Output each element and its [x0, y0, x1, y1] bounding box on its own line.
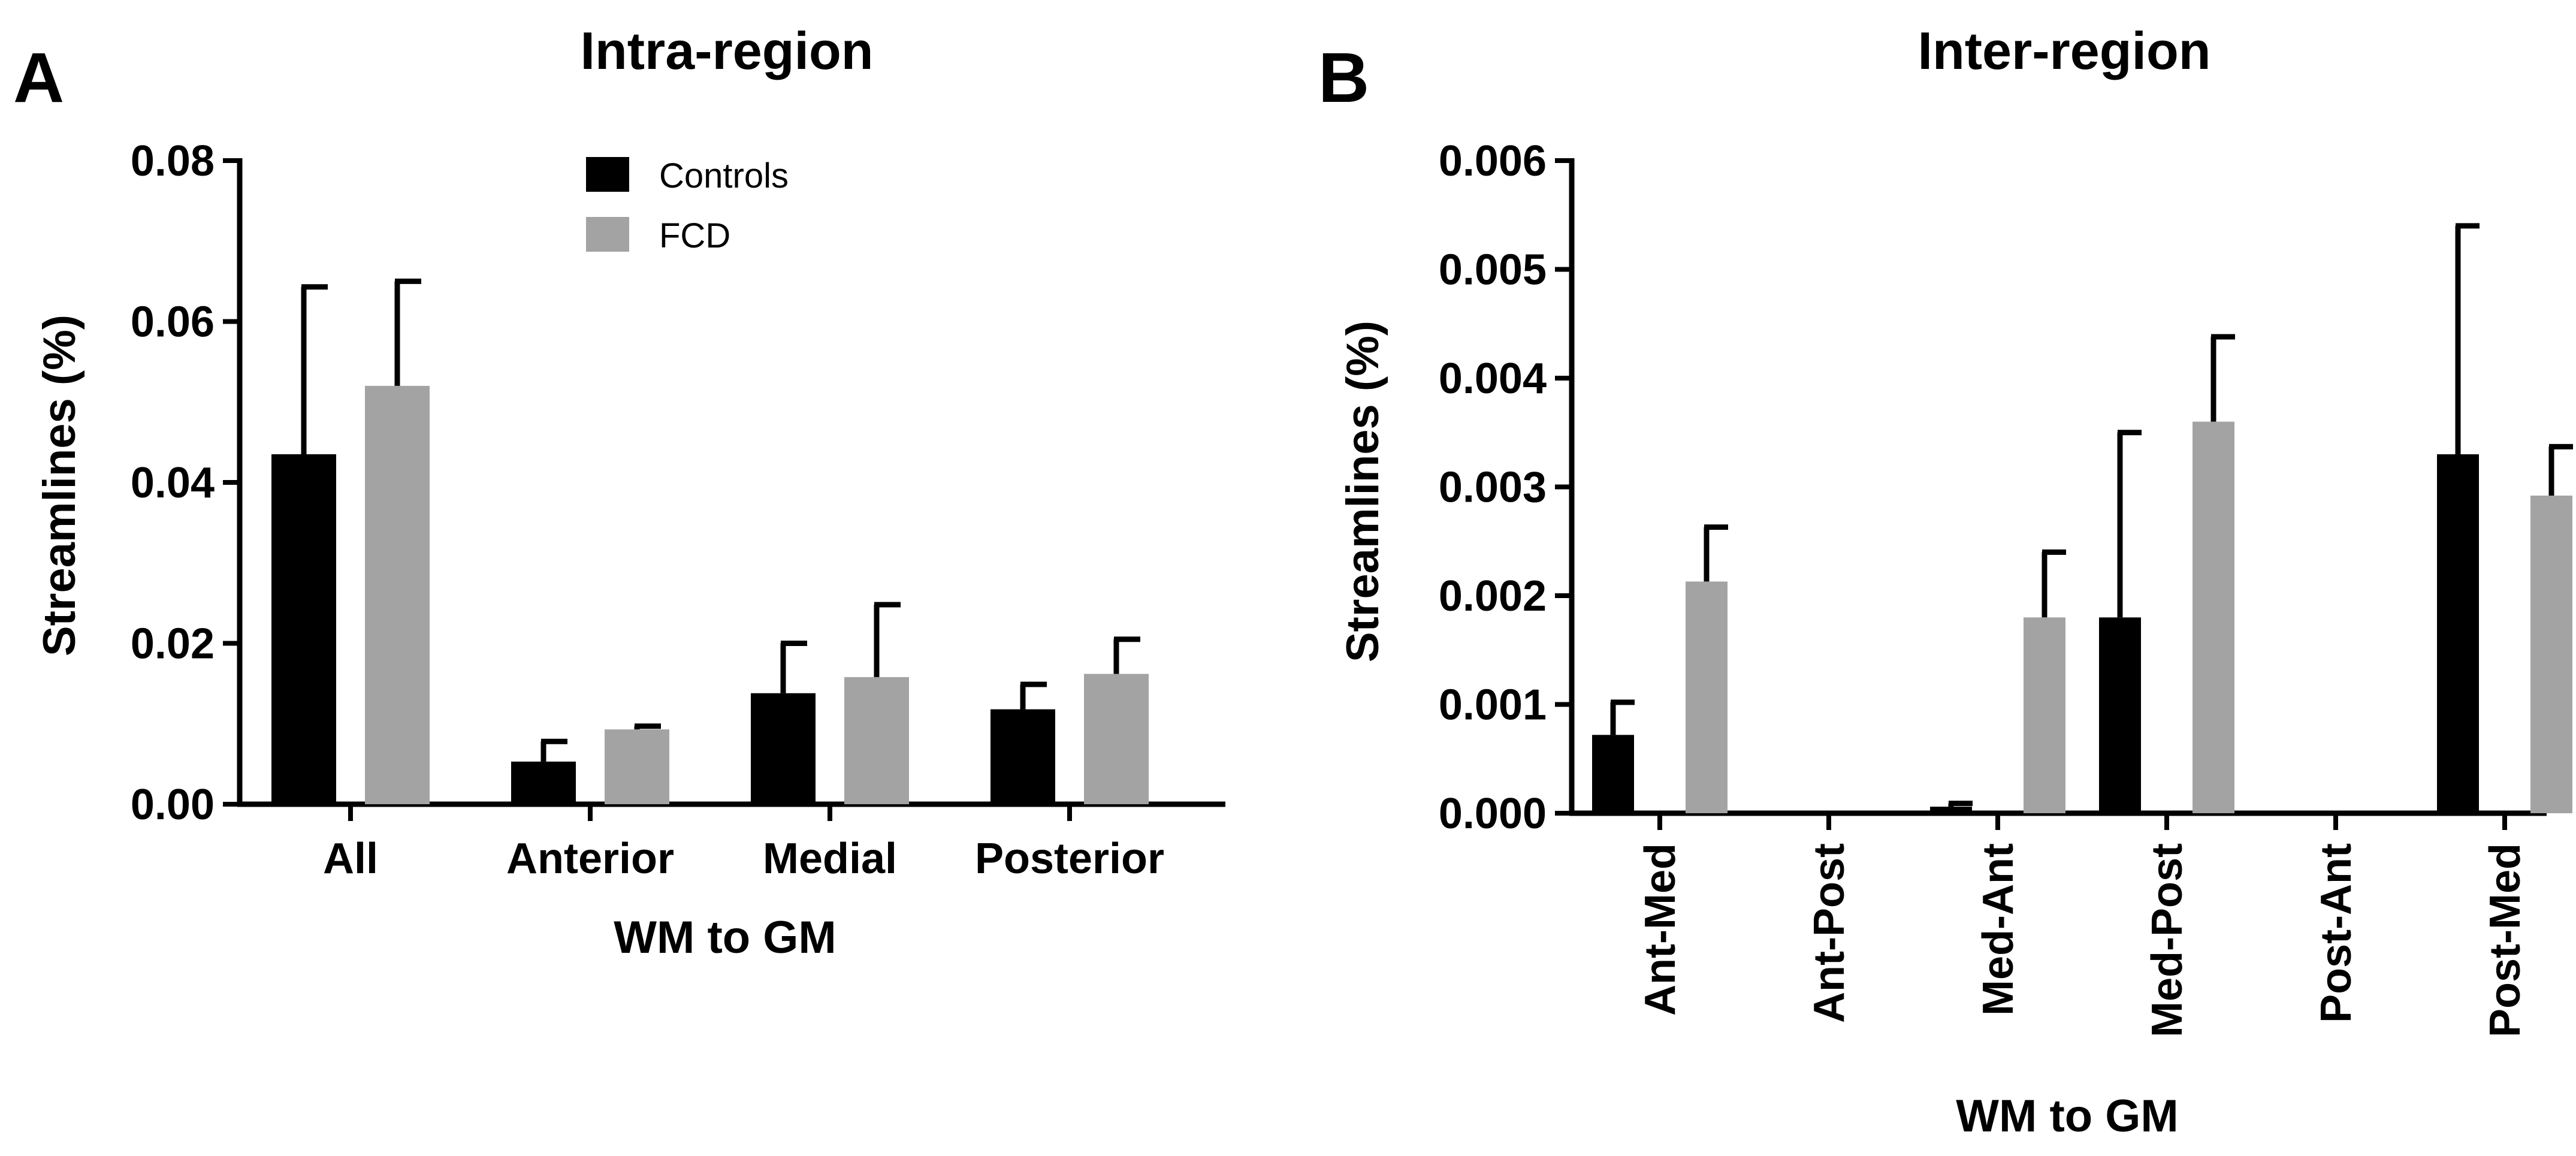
panel-b-y-tick-label: 0.000 — [1439, 790, 1547, 838]
legend-label-controls: Controls — [659, 156, 789, 195]
panel-a-bar-controls — [271, 454, 336, 804]
panel-b-x-tick-label: Med-Post — [2143, 843, 2191, 1037]
panel-a-x-tick-label: All — [323, 835, 378, 883]
legend-swatch-fcd — [586, 217, 629, 252]
panel-b-x-tick-label: Post-Ant — [2312, 843, 2360, 1023]
legend-swatch-controls — [586, 157, 629, 192]
panel-a-title: Intra-region — [581, 21, 874, 80]
panel-b-xlabel: WM to GM — [1956, 1091, 2178, 1142]
panel-a-bar-controls — [990, 709, 1055, 804]
panel-b-bar-fcd — [2530, 496, 2572, 813]
panel-b-y-tick-label: 0.002 — [1439, 572, 1547, 620]
panel-a-ylabel: Streamlines (%) — [34, 315, 85, 656]
panel-b-y-tick-label: 0.003 — [1439, 464, 1547, 512]
panel-b-bar-controls — [1592, 735, 1634, 813]
panel-a-bar-fcd — [1084, 674, 1149, 804]
panel-a-bar-controls — [511, 761, 576, 804]
panel-b-bar-fcd — [2193, 421, 2234, 813]
panel-a-bar-fcd — [844, 677, 909, 804]
panel-b-x-tick-label: Med-Ant — [1974, 843, 2022, 1016]
panel-a-y-tick-label: 0.04 — [131, 459, 215, 507]
panel-b-y-tick-label: 0.005 — [1439, 246, 1547, 294]
panel-b-bar-fcd — [1686, 581, 1728, 813]
panel-b-bar-controls — [2437, 454, 2479, 813]
panel-a-xlabel: WM to GM — [614, 912, 836, 963]
panel-b-plot: 0.000 0.001 0.002 0.003 0.004 0.005 0.006 Ant-M… — [1439, 137, 2573, 1037]
panel-a-y-tick-label: 0.06 — [131, 298, 215, 346]
panel-b-x-tick-label: Post-Med — [2481, 843, 2529, 1037]
panel-a-plot: 0.00 0.02 0.04 0.06 0.08 All Anterior Medial Pos… — [131, 137, 1225, 883]
panel-a-y-tick-label: 0.00 — [131, 781, 215, 829]
panel-b-title: Inter-region — [1918, 21, 2211, 80]
panel-a-bar-controls — [751, 693, 816, 804]
panel-b-x-tick-label: Ant-Med — [1636, 843, 1684, 1016]
panel-a-letter: A — [13, 38, 64, 117]
panel-b-y-tick-label: 0.004 — [1439, 355, 1547, 403]
panel-b-bar-controls — [2099, 617, 2141, 813]
panel-b-x-tick-label: Ant-Post — [1805, 843, 1853, 1023]
panel-b-letter: B — [1318, 38, 1369, 117]
panel-a-y-tick-label: 0.08 — [131, 137, 215, 185]
panel-a-x-tick-label: Anterior — [506, 835, 674, 883]
panel-b-ylabel: Streamlines (%) — [1337, 321, 1388, 662]
panel-b-y-tick-label: 0.006 — [1439, 137, 1547, 185]
panel-b-bar-fcd — [2024, 617, 2065, 813]
panel-b-bar-controls — [1930, 807, 1972, 813]
panel-a-y-tick-label: 0.02 — [131, 620, 215, 668]
panel-a-bar-fcd — [605, 729, 669, 804]
panel-a-x-tick-label: Medial — [763, 835, 897, 883]
panel-a-bar-fcd — [365, 385, 430, 804]
panel-a-x-tick-label: Posterior — [975, 835, 1164, 883]
panel-b-y-tick-label: 0.001 — [1439, 681, 1547, 729]
legend-label-fcd: FCD — [659, 216, 730, 255]
